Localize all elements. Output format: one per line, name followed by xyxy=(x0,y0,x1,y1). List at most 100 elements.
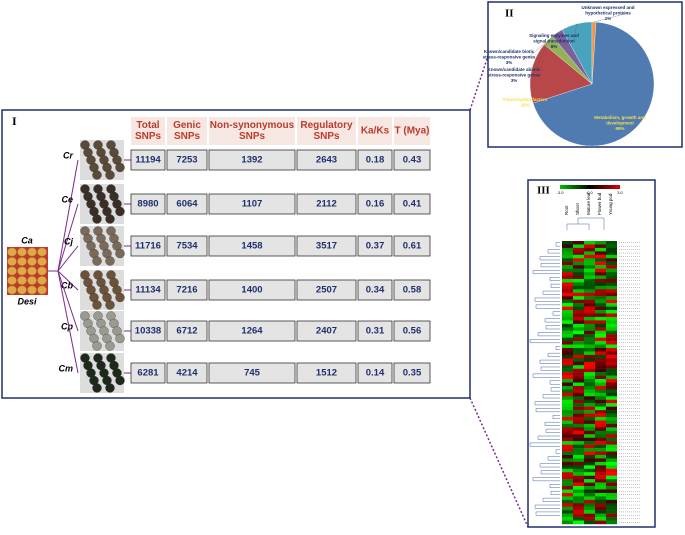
heatmap-cell xyxy=(595,454,606,459)
heatmap-cell xyxy=(595,320,606,325)
heatmap-cell xyxy=(584,392,595,397)
heatmap-cell xyxy=(584,417,595,421)
column-header: Non-synonymous xyxy=(210,120,295,131)
table-cell xyxy=(130,235,166,257)
heatmap-cell xyxy=(595,341,606,345)
heatmap-cell xyxy=(562,399,573,404)
heatmap-cell xyxy=(573,285,584,290)
heatmap-cell xyxy=(584,296,595,300)
heatmap-cell xyxy=(606,468,617,473)
species-label: Ce xyxy=(61,194,73,204)
heatmap-cell xyxy=(584,399,595,404)
dendrogram xyxy=(532,270,560,275)
seed xyxy=(17,276,27,285)
heatmap-cell xyxy=(573,451,584,456)
dendrogram xyxy=(547,456,560,461)
heatmap-cell xyxy=(562,382,573,387)
heatmap-cell xyxy=(562,492,573,497)
table-cell xyxy=(393,279,431,301)
heatmap-cell xyxy=(606,247,617,252)
heatmap-cell xyxy=(584,499,595,504)
heatmap-cell xyxy=(573,513,584,518)
cell-value: 11194 xyxy=(135,155,161,166)
table-cell xyxy=(130,149,166,171)
heatmap-cell xyxy=(606,320,617,325)
dendrogram xyxy=(555,242,560,247)
dendrogram xyxy=(539,463,560,468)
heatmap-cell xyxy=(584,241,595,245)
heatmap-cell xyxy=(584,506,595,511)
seed xyxy=(115,292,125,303)
heatmap-cell xyxy=(573,268,584,273)
heatmap-cell xyxy=(606,241,617,245)
heatmap-cell xyxy=(595,289,606,293)
heatmap-cell xyxy=(595,475,606,480)
cell-value: 1392 xyxy=(241,155,262,166)
table-cell xyxy=(393,149,431,171)
heatmap-cell xyxy=(584,306,595,311)
heatmap-cell xyxy=(595,272,606,276)
heatmap-cell xyxy=(584,261,595,266)
pie-slice xyxy=(529,44,593,104)
table-cell xyxy=(296,193,357,215)
scale-label: -3.0 xyxy=(557,190,565,195)
panel-label: I xyxy=(12,114,17,128)
heatmap-cell xyxy=(573,410,584,414)
heatmap-cell xyxy=(584,479,595,483)
table-cell xyxy=(130,362,166,384)
leader-line xyxy=(528,32,558,58)
heatmap-cell xyxy=(562,410,573,414)
heatmap-cell xyxy=(584,448,595,452)
heatmap-cell xyxy=(562,351,573,356)
heatmap-cell xyxy=(562,330,573,335)
slice-label: hypothetical proteins xyxy=(585,11,631,16)
heatmap-cell xyxy=(562,482,573,487)
cell-value: 3517 xyxy=(316,241,337,252)
heatmap-cell xyxy=(606,337,617,342)
heatmap-cell xyxy=(606,361,617,366)
cell-value: 11716 xyxy=(135,241,161,252)
heatmap-cell xyxy=(562,375,573,380)
heatmap-cell xyxy=(562,503,573,507)
heatmap-cell xyxy=(573,510,584,514)
heatmap-cell xyxy=(573,299,584,304)
seed xyxy=(115,248,125,259)
slice-label: Signaling enzymes and xyxy=(529,33,579,38)
heatmap-cell xyxy=(606,303,617,307)
heatmap-cell xyxy=(573,479,584,483)
heatmap-cell xyxy=(606,444,617,449)
table-cell xyxy=(357,320,393,342)
heatmap-cell xyxy=(595,496,606,501)
cell-value: 8980 xyxy=(137,199,158,210)
column-label: Flower bud xyxy=(597,192,602,215)
heatmap-cell xyxy=(595,299,606,304)
heatmap-cell xyxy=(606,430,617,435)
seed xyxy=(105,256,115,266)
seed xyxy=(27,257,37,266)
heatmap-cell xyxy=(573,472,584,476)
dendrogram xyxy=(552,311,560,316)
table-cell xyxy=(296,279,357,301)
heatmap-cell xyxy=(584,489,595,494)
heatmap-cell xyxy=(562,427,573,432)
heatmap-cell xyxy=(595,292,606,297)
heatmap-cell xyxy=(562,347,573,352)
tree-branch xyxy=(57,270,79,332)
heatmap-cell xyxy=(562,489,573,494)
heatmap-cell xyxy=(606,296,617,300)
heatmap-cell xyxy=(595,337,606,342)
heatmap-cell xyxy=(595,396,606,400)
heatmap-cell xyxy=(606,268,617,273)
heatmap-cell xyxy=(573,503,584,507)
dendrogram xyxy=(534,297,560,302)
column-header: Ka/Ks xyxy=(361,126,390,137)
cell-value: 2112 xyxy=(316,199,337,210)
cell-value: 6064 xyxy=(176,199,198,210)
tree-branch xyxy=(57,270,79,374)
heatmap-cell xyxy=(595,268,606,273)
leader-line xyxy=(573,23,577,42)
heatmap-cell xyxy=(606,499,617,504)
heatmap-cell xyxy=(606,513,617,518)
heatmap-cell xyxy=(606,461,617,466)
leader-line xyxy=(593,12,629,23)
